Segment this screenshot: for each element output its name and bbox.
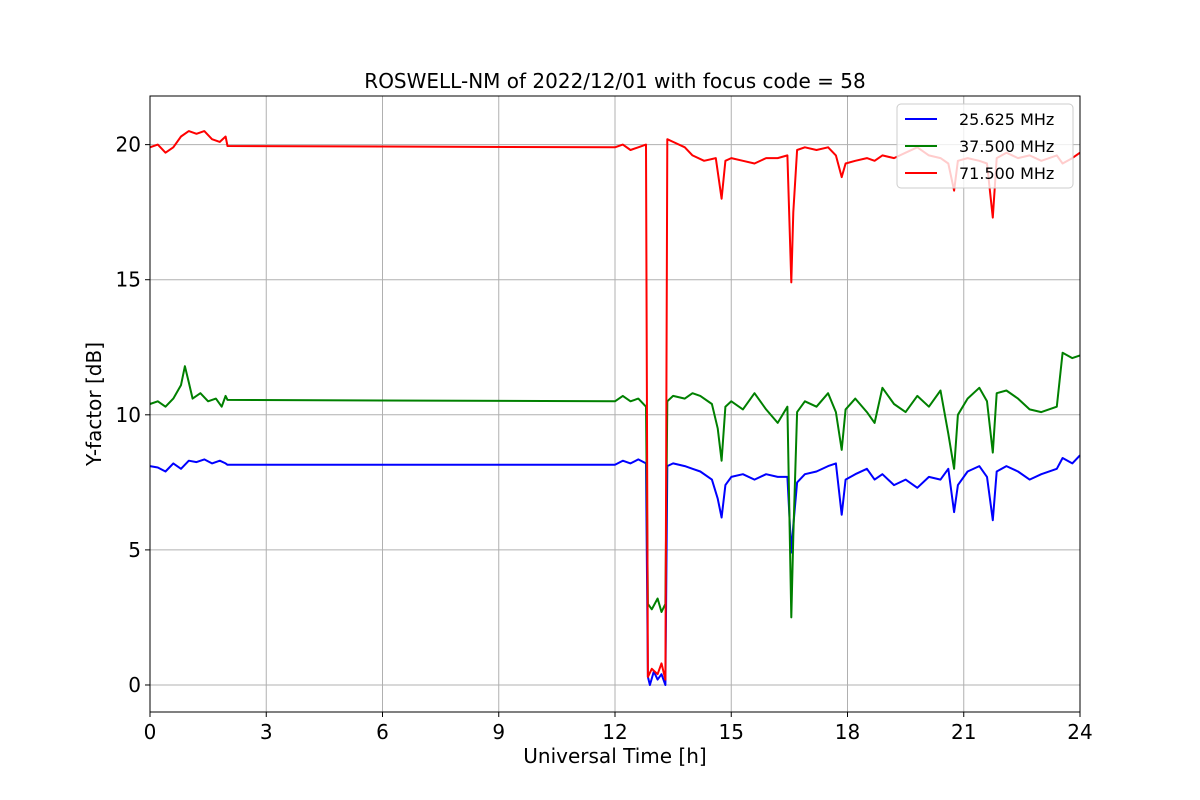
legend-label: 37.500 MHz bbox=[959, 137, 1054, 156]
x-axis-label: Universal Time [h] bbox=[523, 744, 706, 768]
legend-label: 71.500 MHz bbox=[959, 164, 1054, 183]
chart-title: ROSWELL-NM of 2022/12/01 with focus code… bbox=[364, 69, 865, 93]
y-axis: 0 5 10 15 20 bbox=[116, 133, 150, 697]
y-tick-label: 5 bbox=[128, 538, 141, 562]
legend: 25.625 MHz 37.500 MHz 71.500 MHz bbox=[896, 103, 1074, 189]
y-tick-label: 20 bbox=[116, 133, 141, 157]
x-tick-label: 0 bbox=[144, 720, 157, 744]
y-tick-label: 15 bbox=[116, 268, 141, 292]
y-tick-label: 0 bbox=[128, 673, 141, 697]
series-line-0 bbox=[149, 454, 1081, 686]
y-axis-label: Y-factor [dB] bbox=[82, 342, 106, 467]
x-axis: 0 3 6 9 12 15 18 21 24 bbox=[144, 712, 1093, 744]
x-tick-label: 21 bbox=[951, 720, 976, 744]
series-line-1 bbox=[149, 351, 1081, 619]
x-tick-label: 6 bbox=[376, 720, 389, 744]
x-tick-label: 12 bbox=[602, 720, 627, 744]
x-tick-label: 15 bbox=[719, 720, 744, 744]
legend-box bbox=[896, 103, 1074, 189]
x-tick-label: 9 bbox=[492, 720, 505, 744]
x-tick-label: 24 bbox=[1067, 720, 1092, 744]
y-tick-label: 10 bbox=[116, 403, 141, 427]
x-tick-label: 18 bbox=[835, 720, 860, 744]
x-tick-label: 3 bbox=[260, 720, 273, 744]
legend-label: 25.625 MHz bbox=[959, 110, 1054, 129]
